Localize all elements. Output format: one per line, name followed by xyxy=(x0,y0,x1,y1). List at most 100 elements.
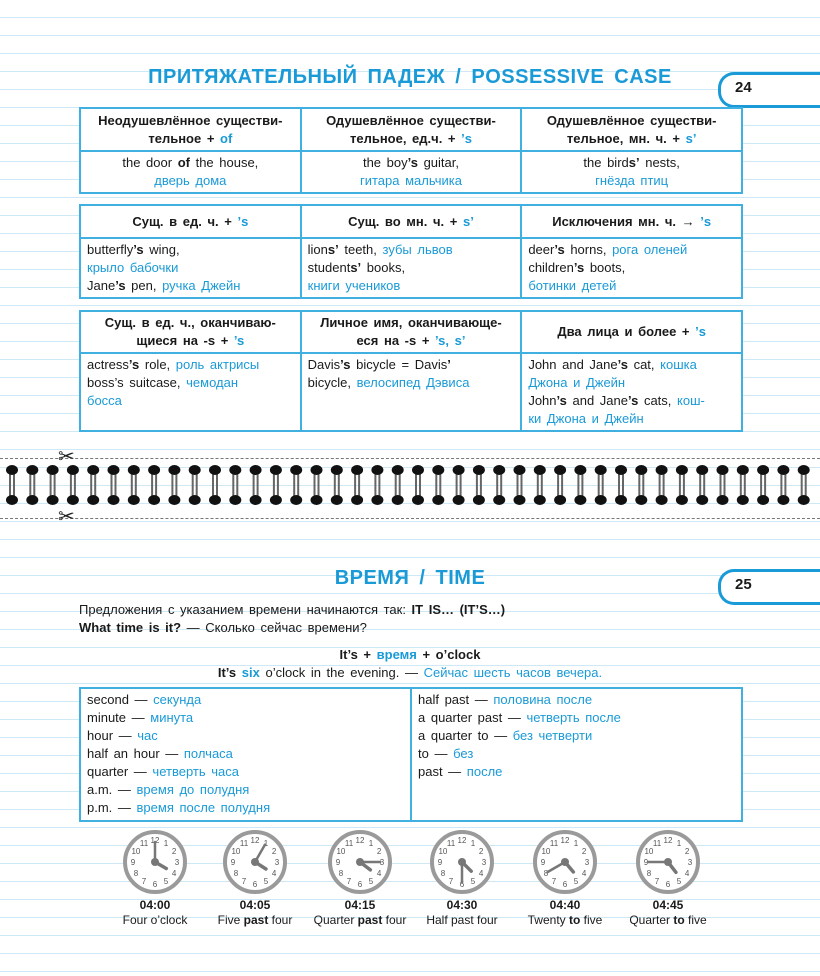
text-segment: Jane xyxy=(87,278,116,293)
svg-text:4: 4 xyxy=(479,869,484,878)
text-line: butterfly’s wing, xyxy=(87,241,294,259)
table-cell: butterfly’s wing, крыло бабочки Jane’s pen… xyxy=(79,237,302,299)
text-segment: guitar, xyxy=(417,155,459,170)
vocab-right: half past — половина после a quarter past… xyxy=(410,687,743,822)
text-line: children’s boots, xyxy=(528,259,735,277)
svg-text:4: 4 xyxy=(685,869,690,878)
svg-text:7: 7 xyxy=(242,877,247,886)
text-segment: six xyxy=(241,665,260,680)
svg-text:2: 2 xyxy=(479,847,484,856)
text-segment: Джона и Джейн xyxy=(528,375,626,390)
text-segment: quarter — xyxy=(87,764,153,779)
text-line: ботинки детей xyxy=(528,277,735,295)
text-line: ки Джона и Джейн xyxy=(528,410,735,428)
table-cell: the birds’ nests, гнёзда птиц xyxy=(520,150,743,194)
text-segment: ’s xyxy=(617,357,628,372)
text-line: a quarter past — четверть после xyxy=(418,709,735,727)
svg-text:5: 5 xyxy=(164,877,169,886)
possessive-table: Сущ. в ед. ч., оканчиваю-щиеся на -s + ’… xyxy=(79,310,743,432)
text-line: It’s six o’clock in the evening. — Сейча… xyxy=(0,665,820,680)
text-segment: to — xyxy=(418,746,454,761)
text-segment: Davis xyxy=(307,357,341,372)
text-segment: Four o’clock xyxy=(122,913,188,927)
spiral-ring-icon xyxy=(574,465,587,505)
text-line: Jane’s pen, ручка Джейн xyxy=(87,277,294,295)
clock-caption: Quarter to five xyxy=(613,913,723,927)
possessive-table: Неодушевлённое существи-тельное + of Одуш… xyxy=(79,107,743,194)
text-segment: дверь дома xyxy=(154,173,227,188)
spiral-ring-icon xyxy=(351,465,364,505)
text-segment: ’s xyxy=(573,260,585,275)
spiral-ring-icon xyxy=(493,465,506,505)
text-segment: cat, xyxy=(627,357,661,372)
text-line: тельное, ед.ч. + ’s xyxy=(308,130,515,148)
spiral-ring-icon xyxy=(87,465,100,505)
text-segment: boss’s suitcase, xyxy=(87,375,187,390)
possessive-table: Сущ. в ед. ч. + ’s Сущ. во мн. ч. + s’ Иск… xyxy=(79,204,743,299)
svg-text:11: 11 xyxy=(550,839,559,848)
text-segment: роль актрисы xyxy=(175,357,260,372)
svg-text:10: 10 xyxy=(438,847,447,856)
text-segment: nests, xyxy=(639,155,680,170)
text-segment: гитара мальчика xyxy=(359,173,462,188)
time-example: It’s six o’clock in the evening. — Сейча… xyxy=(0,665,820,680)
text-segment: ’s xyxy=(556,393,567,408)
text-segment: щиеся на -s + xyxy=(136,333,234,348)
text-line: What time is it? — Сколько сейчас времен… xyxy=(79,620,367,635)
text-segment: Five xyxy=(217,913,244,927)
text-segment: s’ xyxy=(350,260,362,275)
spiral-ring-icon xyxy=(249,465,262,505)
svg-text:12: 12 xyxy=(561,836,570,845)
text-segment: second — xyxy=(87,692,154,707)
spiral-ring-icon xyxy=(66,465,79,505)
svg-text:3: 3 xyxy=(275,858,280,867)
svg-text:4: 4 xyxy=(272,869,277,878)
text-line: second — секунда xyxy=(87,691,404,709)
vocab-left: second — секунда minute — минута hour — ча… xyxy=(79,687,412,822)
text-line: boss’s suitcase, чемодан xyxy=(87,374,294,392)
svg-text:9: 9 xyxy=(131,858,136,867)
svg-text:6: 6 xyxy=(358,880,363,889)
clock-caption: Twenty to five xyxy=(510,913,620,927)
spiral-ring-icon xyxy=(310,465,323,505)
spiral-ring-icon xyxy=(472,465,485,505)
svg-text:3: 3 xyxy=(380,858,385,867)
text-segment: тельное, ед.ч. + xyxy=(349,130,462,146)
svg-text:2: 2 xyxy=(685,847,690,856)
text-segment: — Сколько сейчас времени? xyxy=(181,620,367,635)
spiral-ring-icon xyxy=(229,465,242,505)
text-line: крыло бабочки xyxy=(87,259,294,277)
spiral-ring-icon xyxy=(330,465,343,505)
svg-text:5: 5 xyxy=(369,877,374,886)
text-segment: pen, xyxy=(125,278,163,293)
text-segment: полчаса xyxy=(183,746,233,761)
svg-text:12: 12 xyxy=(356,836,365,845)
page-tab-25: 25 xyxy=(718,569,820,605)
text-line: past — после xyxy=(418,763,735,781)
text-segment: крыло бабочки xyxy=(87,260,179,275)
text-segment: a.m. — xyxy=(87,782,137,797)
spiral-ring-icon xyxy=(209,465,221,505)
svg-text:3: 3 xyxy=(482,858,487,867)
text-segment: past xyxy=(357,913,383,927)
text-segment: четверть часа xyxy=(152,764,239,779)
text-segment: s’ xyxy=(327,242,339,257)
spiral-binding xyxy=(6,465,810,505)
text-line: Сущ. в ед. ч. + ’s xyxy=(87,213,294,231)
svg-text:1: 1 xyxy=(264,839,269,848)
text-segment: кошка xyxy=(660,357,697,372)
svg-text:6: 6 xyxy=(153,880,158,889)
svg-text:9: 9 xyxy=(541,858,546,867)
text-line: Half past four xyxy=(407,913,517,927)
scissors-icon: ✂ xyxy=(58,506,75,528)
text-segment: lion xyxy=(307,242,328,257)
text-segment: teeth, xyxy=(338,242,383,257)
svg-text:7: 7 xyxy=(655,877,660,886)
spiral-ring-icon xyxy=(533,465,546,505)
svg-text:11: 11 xyxy=(653,839,662,848)
svg-text:8: 8 xyxy=(134,869,139,878)
text-segment: bicycle = Davis xyxy=(350,357,448,372)
spiral-ring-icon xyxy=(188,465,201,505)
text-segment: of xyxy=(220,130,233,146)
svg-text:6: 6 xyxy=(563,880,568,889)
